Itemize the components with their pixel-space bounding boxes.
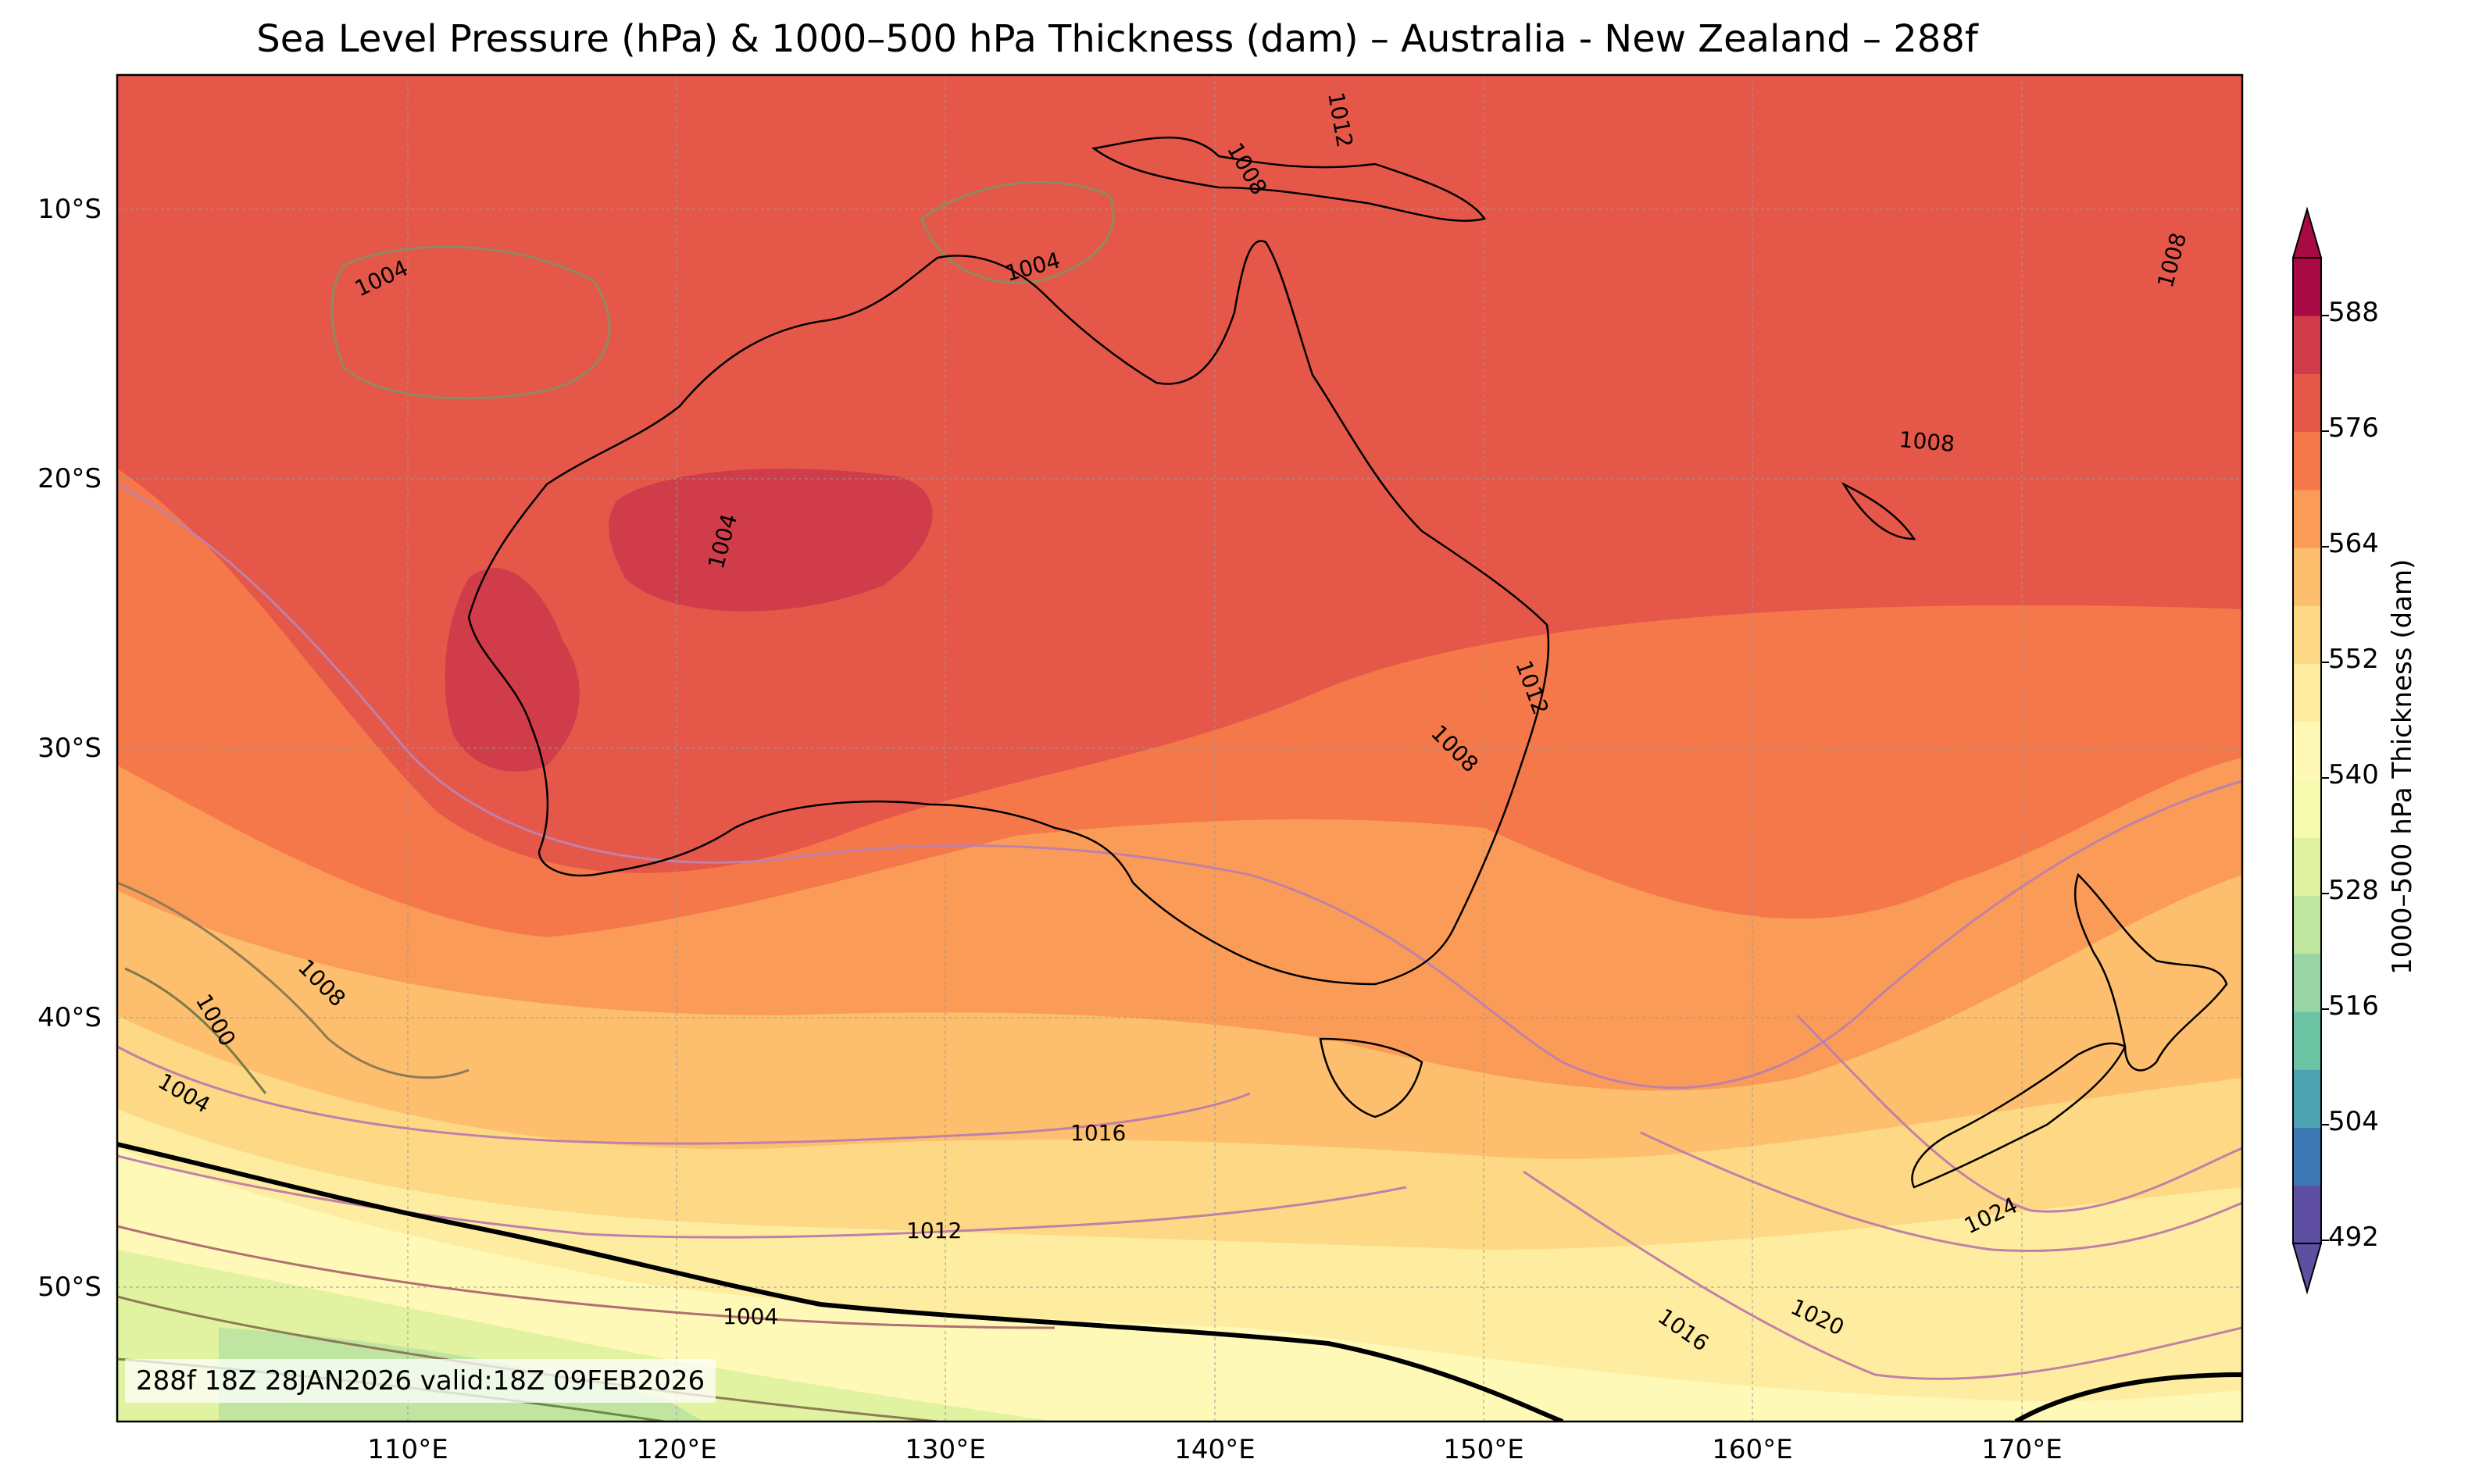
contour-label: 1016 — [1070, 1120, 1126, 1146]
colorbar-tick: 540 — [2328, 759, 2379, 790]
colorbar-segment — [2293, 1185, 2321, 1244]
colorbar-segment — [2293, 895, 2321, 954]
new-guinea-coast — [1091, 136, 1487, 222]
colorbar-segment — [2293, 431, 2321, 491]
run-info-box: 288f 18Z 28JAN2026 valid:18Z 09FEB2026 — [125, 1359, 716, 1403]
colorbar-tick: 516 — [2328, 990, 2379, 1022]
lat-label: 10°S — [38, 194, 102, 225]
colorbar-segment — [2293, 1127, 2321, 1186]
contour-label: 1004 — [723, 1304, 778, 1329]
colorbar-segment — [2293, 837, 2321, 897]
chart-title: Sea Level Pressure (hPa) & 1000–500 hPa … — [256, 17, 1978, 61]
colorbar-segment — [2293, 548, 2321, 606]
thickness-540-line-east — [2014, 1372, 2242, 1422]
contour-label: 1008 — [1898, 426, 1956, 457]
colorbar-tick: 528 — [2328, 875, 2379, 906]
colorbar-segment — [2293, 316, 2321, 374]
colorbar-tick: 552 — [2328, 644, 2379, 675]
lon-label: 120°E — [636, 1434, 717, 1465]
colorbar-segment — [2293, 258, 2321, 316]
lon-label: 130°E — [905, 1434, 986, 1465]
contour-label: 1012 — [906, 1218, 962, 1243]
new-caledonia-coast — [1841, 481, 1916, 540]
colorbar-segment — [2293, 1069, 2321, 1129]
gridlines — [117, 75, 2242, 1422]
colorbar — [2291, 206, 2329, 1295]
colorbar-tick: 576 — [2328, 412, 2379, 444]
plot-frame — [116, 73, 2244, 1423]
colorbar-tick: 492 — [2328, 1222, 2379, 1253]
lat-label: 50°S — [38, 1272, 102, 1303]
colorbar-label: 1000–500 hPa Thickness (dam) — [2387, 558, 2418, 975]
thickness-band-582 — [445, 469, 933, 772]
lon-label: 140°E — [1174, 1434, 1256, 1465]
lon-label: 170°E — [1981, 1434, 2063, 1465]
colorbar-segment — [2293, 779, 2321, 838]
colorbar-tick: 504 — [2328, 1106, 2379, 1137]
australia-coast — [467, 240, 1550, 986]
lat-label: 40°S — [38, 1002, 102, 1033]
coastlines — [467, 136, 2228, 1189]
colorbar-segment — [2293, 663, 2321, 722]
colorbar-tick: 564 — [2328, 528, 2379, 559]
thickness-band-540 — [117, 1148, 2242, 1422]
colorbar-segment — [2293, 1011, 2321, 1070]
lon-label: 110°E — [367, 1434, 448, 1465]
thickness-540-line — [117, 1142, 1564, 1422]
colorbar-segment — [2293, 953, 2321, 1012]
colorbar-segment — [2293, 373, 2321, 433]
nz-north-island — [2073, 872, 2228, 1072]
colorbar-extend-max — [2291, 206, 2323, 259]
colorbar-tick: 588 — [2328, 297, 2379, 328]
lat-label: 20°S — [38, 463, 102, 494]
lon-label: 150°E — [1443, 1434, 1524, 1465]
nz-south-island — [1911, 1042, 2127, 1189]
colorbar-segment — [2293, 721, 2321, 780]
lon-label: 160°E — [1712, 1434, 1793, 1465]
colorbar-extend-min — [2291, 1243, 2323, 1295]
colorbar-segment — [2293, 605, 2321, 665]
tasmania-coast — [1319, 1037, 1423, 1118]
colorbar-segment — [2293, 489, 2321, 548]
lat-label: 30°S — [38, 733, 102, 764]
colorbar-frame — [2292, 257, 2322, 1244]
